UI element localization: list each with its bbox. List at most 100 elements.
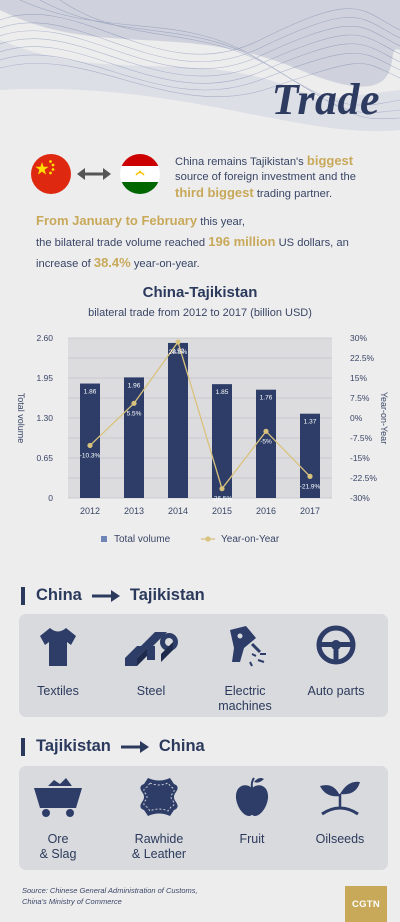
export-item-electric-machines: Electric machines bbox=[200, 624, 290, 714]
tajikistan-flag-icon bbox=[120, 154, 160, 194]
trade-stats: From January to February this year, the … bbox=[36, 213, 349, 270]
cgtn-logo: CGTN bbox=[345, 886, 387, 922]
hero-banner bbox=[0, 0, 400, 150]
trade-chart: 0 0.65 1.30 1.95 2.60 -30% -22.5% -15% -7.5% 0% 7.… bbox=[16, 333, 389, 545]
y-axis-title: Total volume bbox=[16, 393, 26, 444]
yoy-value-label: 5.5% bbox=[127, 410, 142, 417]
chart-subtitle: bilateral trade from 2012 to 2017 (billi… bbox=[88, 307, 312, 319]
export-item-textiles: Textiles bbox=[13, 624, 103, 699]
steering-wheel-icon bbox=[316, 625, 356, 665]
import-item-oilseeds: Oilseeds bbox=[295, 774, 385, 847]
x-tick-label: 2013 bbox=[124, 506, 144, 516]
sprout-icon bbox=[320, 781, 360, 816]
y2-tick-label: -22.5% bbox=[350, 473, 377, 483]
y2-tick-label: 22.5% bbox=[350, 353, 375, 363]
item-label: Electric machines bbox=[218, 684, 272, 713]
x-tick-label: 2015 bbox=[212, 506, 232, 516]
double-arrow-icon bbox=[77, 168, 111, 180]
y2-tick-label: 15% bbox=[350, 373, 367, 383]
right-arrow-icon bbox=[120, 740, 149, 753]
wave-decoration bbox=[0, 0, 400, 132]
bar-value-label: 1.76 bbox=[260, 395, 273, 402]
y2-tick-label: 0% bbox=[350, 413, 363, 423]
heading-bar bbox=[21, 737, 25, 756]
y2-tick-label: 7.5% bbox=[350, 393, 370, 403]
bar-value-label: 1.37 bbox=[304, 419, 317, 426]
yoy-value-label: -21.9% bbox=[300, 483, 321, 490]
y2-tick-label: -7.5% bbox=[350, 433, 373, 443]
y-tick-label: 1.95 bbox=[36, 373, 53, 383]
export-item-auto-parts: Auto parts bbox=[291, 624, 381, 699]
import-to: China bbox=[158, 737, 205, 755]
x-tick-label: 2017 bbox=[300, 506, 320, 516]
y-tick-label: 0 bbox=[48, 493, 53, 503]
yoy-value-label: -5% bbox=[260, 438, 272, 445]
y2-tick-label: -15% bbox=[350, 453, 370, 463]
bar-2014 bbox=[168, 342, 188, 498]
import-item-ore: Ore & Slag bbox=[13, 774, 103, 862]
chart-title: China-Tajikistan bbox=[142, 284, 258, 301]
y2-tick-label: -30% bbox=[350, 493, 370, 503]
yoy-point-2014 bbox=[175, 339, 181, 345]
y-tick-label: 1.30 bbox=[36, 413, 53, 423]
export-to: Tajikistan bbox=[129, 586, 205, 604]
legend-bar-swatch bbox=[101, 536, 107, 542]
item-label: Ore & Slag bbox=[39, 832, 77, 861]
y-tick-label: 0.65 bbox=[36, 453, 53, 463]
yoy-point-2012 bbox=[87, 442, 93, 449]
yoy-point-2016 bbox=[263, 428, 269, 434]
bar-2016 bbox=[256, 389, 276, 498]
item-label: Oilseeds bbox=[315, 832, 365, 846]
x-tick-label: 2014 bbox=[168, 506, 188, 516]
x-tick-label: 2012 bbox=[80, 506, 100, 516]
intro-text: China remains Tajikistan's biggest sourc… bbox=[175, 153, 356, 200]
yoy-value-label: -26.5% bbox=[212, 496, 233, 503]
heading-bar bbox=[21, 586, 25, 605]
x-tick-label: 2016 bbox=[256, 506, 276, 516]
legend-line-marker bbox=[205, 536, 211, 542]
right-arrow-icon bbox=[91, 589, 120, 602]
steel-bars-icon bbox=[125, 632, 178, 666]
bar-2015 bbox=[212, 384, 232, 498]
y-tick-label: 2.60 bbox=[36, 333, 53, 343]
export-item-steel: Steel bbox=[106, 624, 196, 699]
ore-cart-icon bbox=[34, 778, 82, 817]
yoy-point-2015 bbox=[219, 486, 225, 492]
bar-2013 bbox=[124, 377, 144, 498]
hide-icon bbox=[140, 778, 178, 816]
yoy-line bbox=[89, 340, 311, 491]
source-note: Source: Chinese General Administration o… bbox=[22, 886, 198, 906]
page-title: Trade bbox=[271, 75, 380, 124]
power-drill-icon bbox=[230, 626, 266, 667]
bar-value-label: 1.96 bbox=[128, 382, 141, 389]
import-from: Tajikistan bbox=[36, 737, 111, 755]
import-panel: Ore & Slag Rawhide & Leather Fruit Oilseed… bbox=[19, 766, 388, 870]
bar-value-label: 1.85 bbox=[216, 389, 229, 396]
item-label: Auto parts bbox=[307, 684, 365, 698]
export-from: China bbox=[36, 586, 82, 604]
bar-2017 bbox=[300, 413, 320, 498]
import-item-fruit: Fruit bbox=[207, 774, 297, 847]
yoy-value-label: 28.5% bbox=[169, 349, 188, 356]
bar-value-label: 2.52 bbox=[172, 348, 185, 355]
bar-2012 bbox=[80, 383, 100, 498]
legend-line-label: Year-on-Year bbox=[221, 534, 280, 545]
y2-axis-title: Year-on-Year bbox=[379, 392, 389, 444]
bar-value-label: 1.86 bbox=[84, 389, 97, 396]
tshirt-icon bbox=[40, 628, 76, 666]
item-label: Steel bbox=[136, 684, 166, 698]
item-label: Fruit bbox=[239, 832, 265, 846]
export-section-heading: China Tajikistan bbox=[21, 586, 205, 605]
item-label: Rawhide & Leather bbox=[131, 832, 187, 861]
yoy-value-label: -10.3% bbox=[80, 452, 101, 459]
legend-bar-label: Total volume bbox=[114, 534, 171, 545]
import-section-heading: Tajikistan China bbox=[21, 737, 205, 756]
item-label: Textiles bbox=[37, 684, 79, 698]
import-item-leather: Rawhide & Leather bbox=[114, 774, 204, 862]
export-panel: Textiles Steel Electric machines bbox=[19, 614, 388, 717]
apple-icon bbox=[235, 777, 269, 816]
yoy-point-2013 bbox=[131, 400, 137, 406]
y2-tick-label: 30% bbox=[350, 333, 367, 343]
china-flag-icon bbox=[31, 154, 71, 194]
yoy-point-2017 bbox=[307, 473, 313, 479]
